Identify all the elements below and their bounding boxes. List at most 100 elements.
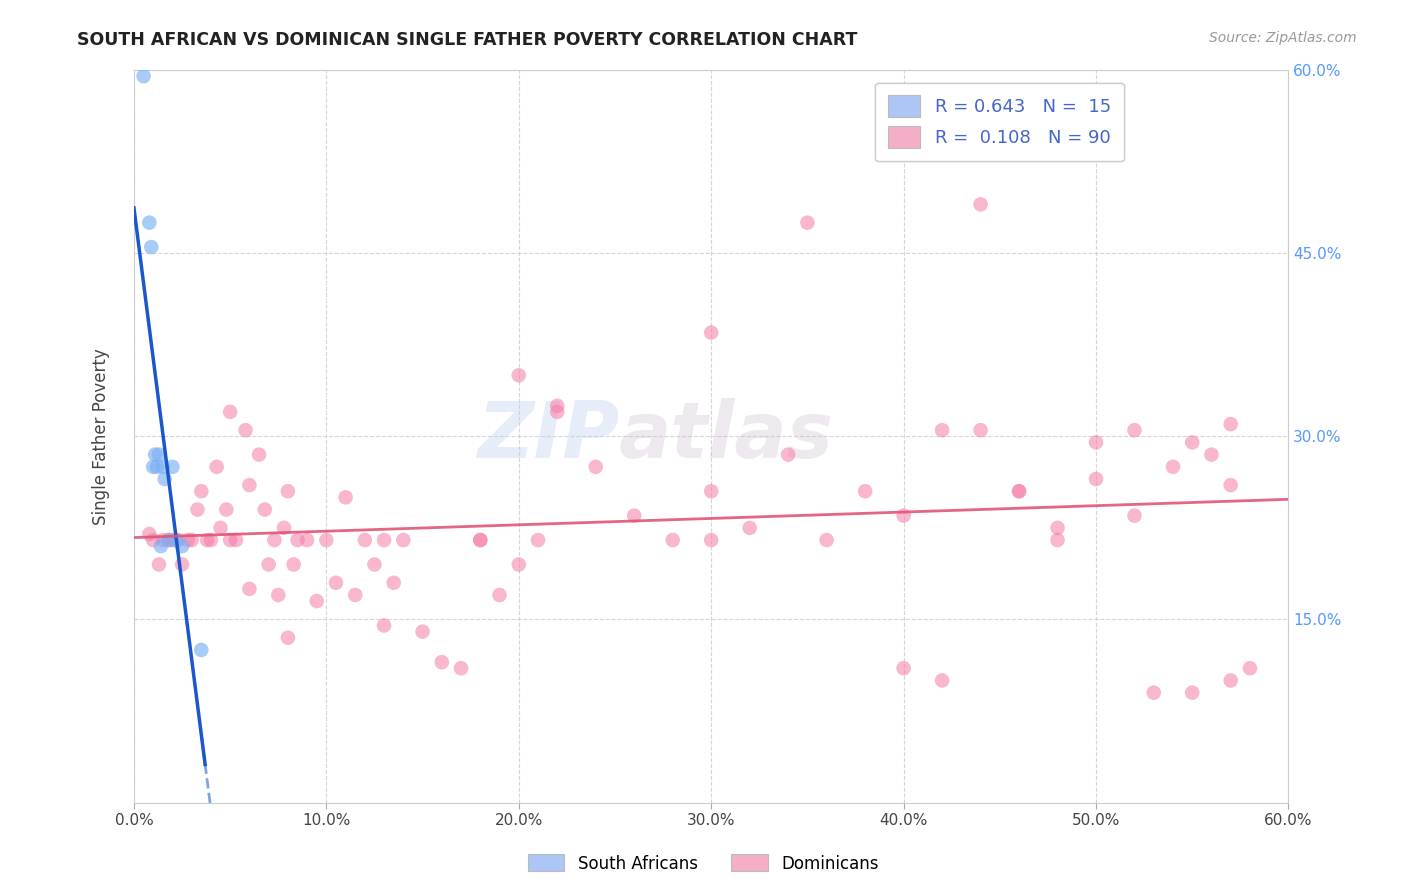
Point	[527, 533, 550, 547]
Point	[392, 533, 415, 547]
Point	[796, 216, 818, 230]
Point	[177, 533, 200, 547]
Point	[931, 673, 953, 688]
Point	[219, 405, 242, 419]
Point	[363, 558, 385, 572]
Point	[1046, 533, 1069, 547]
Point	[277, 484, 299, 499]
Point	[138, 527, 160, 541]
Point	[170, 558, 193, 572]
Point	[219, 533, 242, 547]
Point	[778, 448, 800, 462]
Point	[162, 459, 184, 474]
Point	[1008, 484, 1031, 499]
Point	[508, 558, 530, 572]
Point	[1219, 673, 1241, 688]
Point	[215, 502, 238, 516]
Point	[893, 661, 915, 675]
Point	[1046, 521, 1069, 535]
Point	[969, 197, 991, 211]
Point	[700, 533, 723, 547]
Legend: R = 0.643   N =  15, R =  0.108   N = 90: R = 0.643 N = 15, R = 0.108 N = 90	[875, 83, 1123, 161]
Point	[148, 448, 170, 462]
Point	[146, 459, 169, 474]
Point	[325, 575, 347, 590]
Point	[373, 533, 395, 547]
Point	[1143, 686, 1166, 700]
Point	[142, 459, 165, 474]
Point	[738, 521, 761, 535]
Point	[470, 533, 492, 547]
Point	[815, 533, 838, 547]
Point	[623, 508, 645, 523]
Point	[200, 533, 222, 547]
Point	[247, 448, 270, 462]
Text: SOUTH AFRICAN VS DOMINICAN SINGLE FATHER POVERTY CORRELATION CHART: SOUTH AFRICAN VS DOMINICAN SINGLE FATHER…	[77, 31, 858, 49]
Point	[238, 478, 260, 492]
Point	[295, 533, 318, 547]
Point	[353, 533, 375, 547]
Point	[546, 405, 568, 419]
Point	[152, 533, 174, 547]
Point	[335, 491, 357, 505]
Point	[263, 533, 285, 547]
Point	[225, 533, 247, 547]
Legend: South Africans, Dominicans: South Africans, Dominicans	[520, 847, 886, 880]
Point	[138, 216, 160, 230]
Point	[1239, 661, 1261, 675]
Point	[170, 539, 193, 553]
Text: ZIP: ZIP	[477, 399, 619, 475]
Point	[257, 558, 280, 572]
Point	[1219, 478, 1241, 492]
Point	[287, 533, 309, 547]
Point	[157, 533, 180, 547]
Point	[1161, 459, 1184, 474]
Point	[315, 533, 337, 547]
Point	[470, 533, 492, 547]
Point	[969, 423, 991, 437]
Point	[277, 631, 299, 645]
Point	[488, 588, 510, 602]
Point	[585, 459, 607, 474]
Point	[167, 533, 190, 547]
Point	[149, 539, 172, 553]
Point	[152, 459, 174, 474]
Point	[450, 661, 472, 675]
Point	[1085, 435, 1108, 450]
Point	[1085, 472, 1108, 486]
Point	[165, 533, 187, 547]
Point	[1201, 448, 1223, 462]
Point	[508, 368, 530, 383]
Point	[267, 588, 290, 602]
Text: atlas: atlas	[619, 399, 834, 475]
Point	[1181, 435, 1204, 450]
Point	[190, 643, 212, 657]
Point	[430, 655, 453, 669]
Point	[132, 69, 155, 83]
Point	[373, 618, 395, 632]
Point	[661, 533, 683, 547]
Y-axis label: Single Father Poverty: Single Father Poverty	[93, 348, 110, 524]
Point	[273, 521, 295, 535]
Point	[153, 472, 176, 486]
Point	[1123, 508, 1146, 523]
Point	[412, 624, 434, 639]
Point	[186, 502, 208, 516]
Point	[143, 448, 166, 462]
Point	[142, 533, 165, 547]
Point	[253, 502, 276, 516]
Point	[157, 533, 180, 547]
Point	[235, 423, 257, 437]
Point	[1219, 417, 1241, 431]
Point	[546, 399, 568, 413]
Point	[162, 533, 184, 547]
Point	[382, 575, 405, 590]
Point	[1008, 484, 1031, 499]
Point	[853, 484, 876, 499]
Point	[283, 558, 305, 572]
Point	[238, 582, 260, 596]
Point	[1123, 423, 1146, 437]
Point	[205, 459, 228, 474]
Point	[931, 423, 953, 437]
Point	[700, 326, 723, 340]
